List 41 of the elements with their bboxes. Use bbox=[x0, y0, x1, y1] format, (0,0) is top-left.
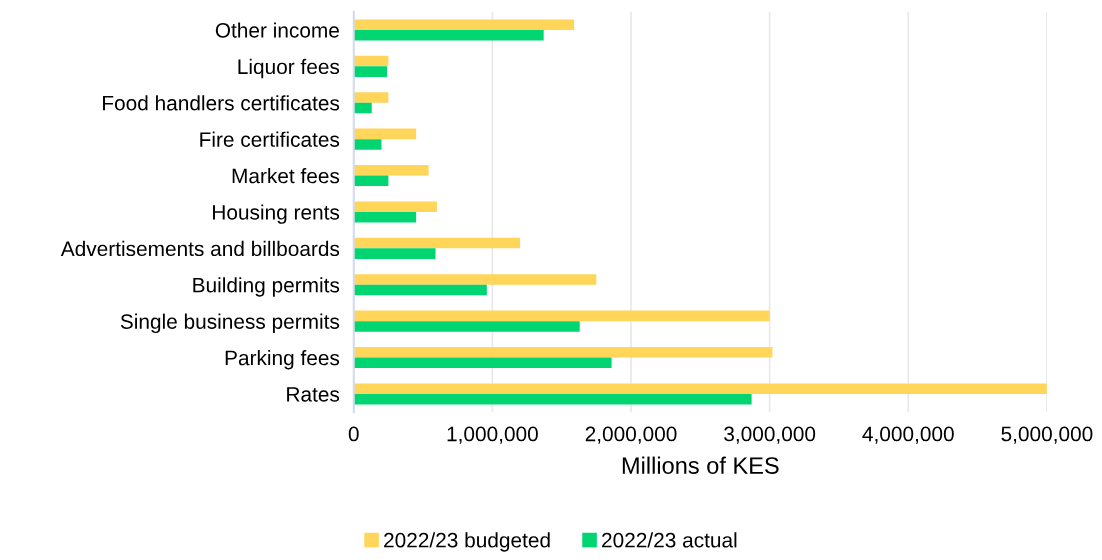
legend-label: 2022/23 actual bbox=[602, 532, 737, 548]
bar bbox=[353, 383, 1047, 394]
bar bbox=[353, 248, 436, 259]
y-tick-label: Other income bbox=[215, 22, 339, 38]
bar bbox=[353, 55, 389, 67]
bar bbox=[353, 19, 575, 30]
bar bbox=[353, 347, 773, 358]
x-tick-label: 1,000,000 bbox=[447, 426, 538, 444]
x-tick-label: 5,000,000 bbox=[1001, 426, 1093, 444]
bar bbox=[353, 165, 429, 176]
y-tick-label: Advertisements and billboards bbox=[60, 240, 340, 257]
y-tick-label: Housing rents bbox=[213, 204, 340, 224]
bar bbox=[353, 284, 487, 296]
bar bbox=[353, 139, 382, 150]
bar bbox=[353, 201, 437, 212]
x-tick-label: 0 bbox=[348, 426, 359, 442]
legend-label: 2022/23 budgeted bbox=[384, 532, 550, 552]
y-tick-label: Market fees bbox=[232, 168, 340, 184]
bar bbox=[353, 237, 521, 249]
y-tick-label: Building permits bbox=[193, 277, 340, 297]
bar bbox=[353, 128, 417, 140]
bar bbox=[353, 393, 752, 405]
y-tick-label: Rates bbox=[287, 387, 340, 402]
bar bbox=[353, 92, 389, 103]
bar bbox=[353, 175, 389, 187]
bar bbox=[353, 274, 597, 285]
bar bbox=[353, 310, 770, 322]
bar bbox=[353, 66, 388, 77]
y-tick-label: Single business permits bbox=[120, 313, 340, 334]
x-axis-title: Millions of KES bbox=[622, 456, 779, 474]
bar bbox=[353, 29, 544, 41]
x-tick-label: 2,000,000 bbox=[585, 426, 677, 444]
x-tick-label: 3,000,000 bbox=[724, 426, 816, 444]
y-tick-label: Food handlers certificates bbox=[103, 95, 340, 111]
x-tick-label: 4,000,000 bbox=[862, 426, 954, 444]
bar bbox=[353, 357, 612, 369]
bar bbox=[353, 321, 580, 332]
y-tick-label: Liquor fees bbox=[238, 58, 340, 79]
y-tick-label: Parking fees bbox=[225, 350, 340, 370]
bar bbox=[353, 211, 417, 223]
y-tick-label: Fire certificates bbox=[200, 131, 340, 147]
